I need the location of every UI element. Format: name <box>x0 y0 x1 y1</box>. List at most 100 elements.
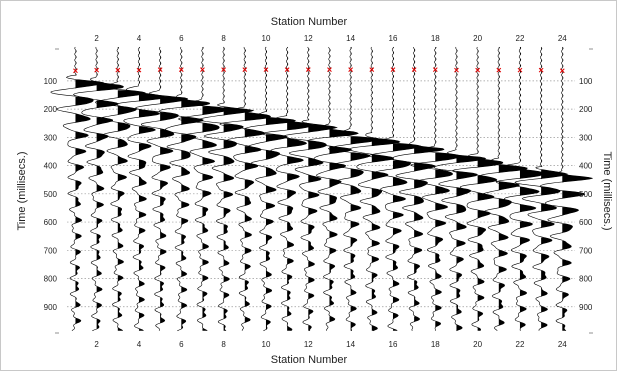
x-tick-label-bottom: 8 <box>221 340 226 349</box>
trace-fill <box>435 47 461 331</box>
x-tick-label-bottom: 12 <box>304 340 313 349</box>
trace-fill <box>371 50 400 331</box>
trace <box>478 46 528 332</box>
y-tick-label-left: 800 <box>44 275 58 284</box>
x-tick-label-bottom: 18 <box>431 340 440 349</box>
trace <box>134 46 188 331</box>
first-break-pick <box>475 67 480 73</box>
trace-line <box>327 46 379 331</box>
trace-fill <box>181 50 210 330</box>
first-break-pick <box>73 68 78 74</box>
y-tick-label-left: 500 <box>44 190 58 199</box>
trace <box>539 46 593 332</box>
y-axis-title-right: Time (millisecs.) <box>601 151 613 230</box>
trace-fill <box>414 48 444 323</box>
first-break-pick <box>221 67 226 72</box>
x-tick-label-bottom: 24 <box>558 340 567 349</box>
trace-line <box>392 46 445 331</box>
trace-line <box>496 46 545 331</box>
x-tick-label-top: 18 <box>431 34 440 43</box>
trace-line <box>282 46 338 331</box>
first-break-pick <box>559 68 565 74</box>
y-tick-label-right: 600 <box>579 218 593 227</box>
trace <box>514 46 569 331</box>
first-break-pick <box>432 67 438 72</box>
x-tick-label-top: 16 <box>389 34 398 43</box>
y-tick-label-left: 400 <box>44 162 58 171</box>
y-axis-title-left: Time (millisecs.) <box>16 151 28 230</box>
y-tick-label-left: 600 <box>44 218 58 227</box>
x-tick-label-bottom: 16 <box>389 340 398 349</box>
first-break-pick <box>305 67 311 72</box>
x-tick-label-top: 10 <box>262 34 271 43</box>
first-break-pick <box>517 67 523 73</box>
trace-line <box>50 46 104 332</box>
trace-fill <box>329 49 359 323</box>
x-tick-label-top: 6 <box>179 34 184 43</box>
y-tick-label-right: 800 <box>579 275 593 284</box>
first-break-pick <box>200 67 205 72</box>
y-tick-label-right: 400 <box>579 162 593 171</box>
trace-line <box>433 46 487 332</box>
trace-line <box>115 46 166 332</box>
y-tick-label-right: 200 <box>579 105 593 114</box>
trace-line <box>348 46 401 332</box>
x-tick-label-bottom: 20 <box>473 340 482 349</box>
x-tick-label-top: 22 <box>516 34 525 43</box>
trace-fill <box>75 50 104 324</box>
y-tick-label-right: 500 <box>579 190 593 199</box>
trace-fill <box>160 47 188 324</box>
trace-line <box>177 46 230 332</box>
trace <box>451 46 504 331</box>
trace <box>72 46 125 332</box>
trace <box>282 46 338 331</box>
x-ticks-bottom: 2 4 6 8 10 12 14 16 18 20 22 24 <box>94 340 567 349</box>
trace <box>368 46 422 332</box>
first-break-pick <box>242 67 248 72</box>
traces <box>50 46 593 332</box>
trace <box>244 46 297 332</box>
trace <box>411 46 461 331</box>
trace-line <box>451 46 504 331</box>
y-ticks-right: 100 200 300 400 500 600 700 800 900 <box>579 77 593 312</box>
trace-line <box>134 46 188 331</box>
trace <box>198 46 255 332</box>
first-break-pick <box>284 67 290 72</box>
x-tick-label-top: 12 <box>304 34 313 43</box>
trace-fill <box>350 47 378 331</box>
trace-fill <box>96 49 124 330</box>
y-tick-label-right: 300 <box>579 133 593 142</box>
x-tick-label-top: 20 <box>473 34 482 43</box>
trace <box>392 46 445 331</box>
trace-fill <box>223 47 254 331</box>
first-break-pick <box>369 67 375 72</box>
trace-fill <box>541 47 568 329</box>
x-tick-label-bottom: 10 <box>262 340 271 349</box>
trace <box>433 46 487 332</box>
x-tick-label-top: 24 <box>558 34 567 43</box>
trace <box>177 46 230 332</box>
trace <box>496 46 545 331</box>
first-break-pick <box>348 67 353 72</box>
y-tick-label-right: 900 <box>579 303 593 312</box>
first-break-pick <box>327 67 332 72</box>
x-tick-label-top: 14 <box>346 34 355 43</box>
y-tick-label-left: 300 <box>44 133 58 142</box>
y-tick-label-right: 700 <box>579 246 593 255</box>
first-break-pick <box>263 67 269 72</box>
trace-line <box>72 46 125 332</box>
first-break-picks <box>73 67 565 74</box>
trace-line <box>219 46 272 331</box>
first-break-pick <box>136 67 142 73</box>
first-break-pick <box>496 67 502 73</box>
trace-fill <box>498 47 528 326</box>
trace <box>158 46 211 332</box>
trace-line <box>158 46 211 332</box>
first-break-pick <box>157 67 163 72</box>
x-axis-title-top: Station Number <box>271 16 348 28</box>
x-tick-label-bottom: 6 <box>179 340 184 349</box>
first-break-pick <box>94 67 99 73</box>
x-tick-label-bottom: 4 <box>137 340 142 349</box>
trace-fill <box>265 47 296 330</box>
